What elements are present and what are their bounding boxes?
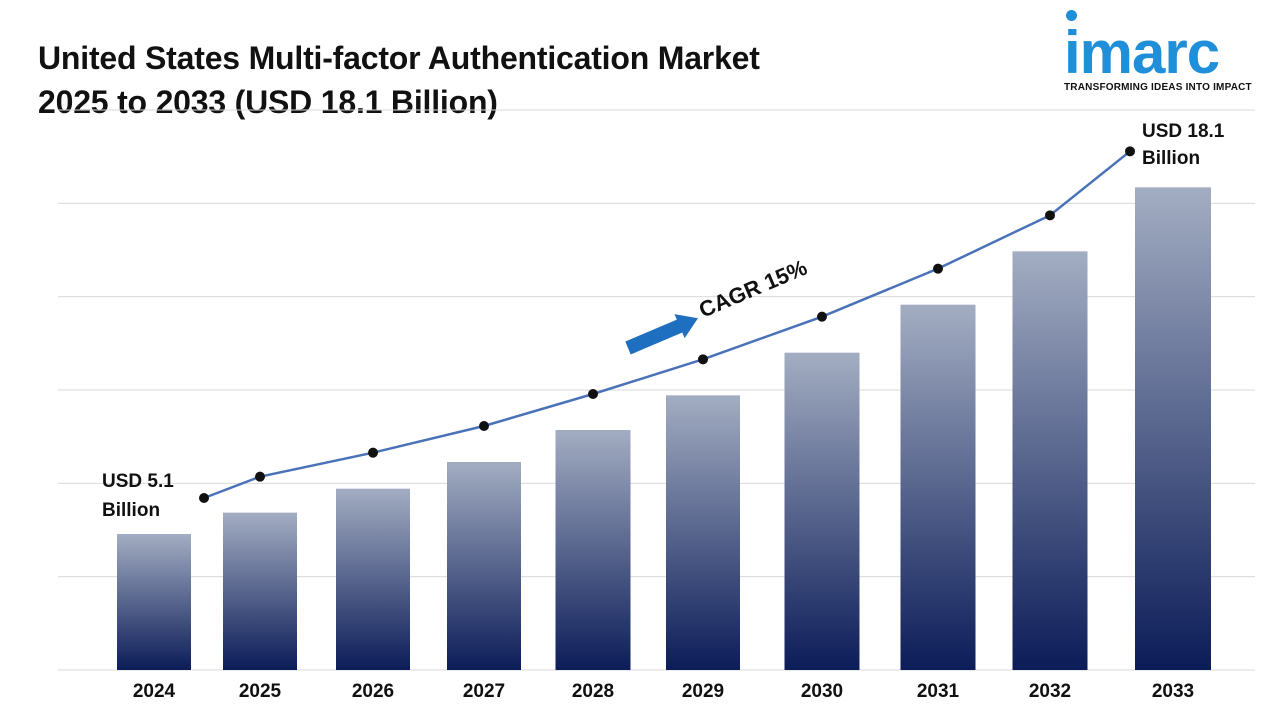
chart-title: United States Multi-factor Authenticatio…: [38, 36, 760, 124]
x-tick-label: 2028: [572, 681, 614, 702]
bar-2031: [900, 304, 976, 670]
logo-tagline: TRANSFORMING IDEAS INTO IMPACT: [1064, 82, 1252, 93]
bar-2026: [336, 488, 410, 670]
x-tick-label: 2026: [352, 681, 394, 702]
bar-2030: [784, 352, 860, 670]
start-value-label-unit: Billion: [102, 500, 160, 521]
x-tick-label: 2031: [917, 681, 960, 702]
bar-2032: [1012, 251, 1088, 671]
trend-point-2031: [933, 263, 943, 274]
chart-title-line2: 2025 to 2033 (USD 18.1 Billion): [38, 84, 498, 120]
chart-title-line1: United States Multi-factor Authenticatio…: [38, 40, 760, 76]
x-tick-label: 2027: [463, 681, 505, 702]
x-tick-label: 2033: [1152, 681, 1194, 702]
x-axis-labels: 2024 2025 2026 2027 2028 2029 2030 2031 2032 2033: [133, 681, 1194, 702]
bar-2028: [555, 430, 631, 670]
trend-point-2029: [698, 354, 708, 365]
end-value-label-unit: Billion: [1142, 148, 1200, 169]
cagr-arrow-head: [674, 314, 698, 339]
trend-point-2025: [255, 471, 265, 482]
bars: [117, 187, 1211, 671]
x-tick-label: 2029: [682, 681, 724, 702]
end-value-label: USD 18.1: [1142, 121, 1225, 142]
trend-point-2027: [479, 421, 489, 431]
trend-point-2030: [817, 311, 827, 322]
x-tick-label: 2024: [133, 681, 176, 702]
trend-point-2032: [1045, 210, 1055, 221]
cagr-label: CAGR 15%: [695, 255, 811, 323]
trend-point-2028: [588, 389, 598, 399]
bar-2029: [666, 395, 740, 670]
trend-line: [203, 150, 1131, 500]
x-tick-label: 2032: [1029, 681, 1071, 702]
logo-dot: [1066, 10, 1077, 21]
bar-2033: [1135, 187, 1211, 671]
cagr-arrow: [625, 314, 698, 355]
bar-2025: [223, 512, 297, 670]
x-tick-label: 2030: [801, 681, 843, 702]
trend-line-group: [199, 146, 1135, 503]
start-value-label: USD 5.1: [102, 471, 174, 492]
cagr-arrow-shaft: [625, 318, 685, 355]
imarc-logo: imarc TRANSFORMING IDEAS INTO IMPACT: [1062, 8, 1272, 98]
trend-point-2024: [199, 493, 209, 503]
logo-wordmark: imarc: [1064, 19, 1220, 86]
bar-2027: [447, 462, 521, 670]
x-tick-label: 2025: [239, 681, 282, 702]
trend-point-2026: [368, 447, 378, 458]
trend-point-2033: [1125, 146, 1135, 157]
bar-2024: [117, 534, 191, 670]
